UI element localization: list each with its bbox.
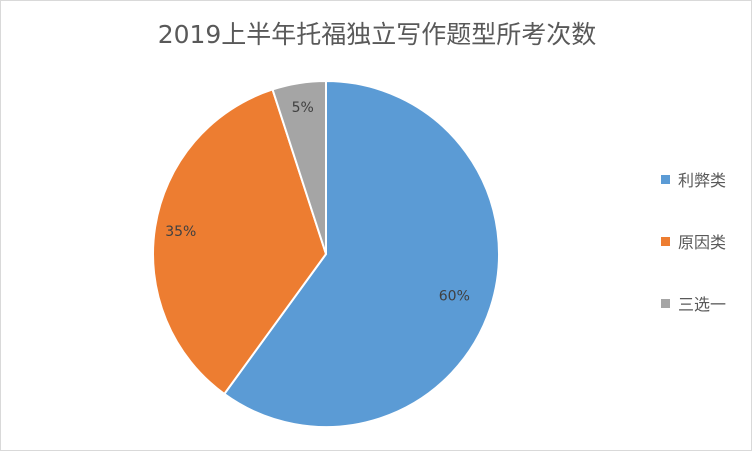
pie-slice-1[interactable]	[152, 88, 328, 396]
pie-slice-2[interactable]	[271, 79, 327, 255]
legend-label-1: 原因类	[678, 233, 727, 252]
legend-item-2[interactable]: 三选一	[661, 291, 726, 315]
legend-item-0[interactable]: 利弊类	[661, 167, 726, 191]
chart-title: 2019上半年托福独立写作题型所考次数	[157, 20, 597, 49]
data-label-1: 35%	[165, 224, 196, 240]
legend-swatch-1	[661, 236, 670, 246]
legend-item-1[interactable]: 原因类	[661, 229, 726, 253]
legend-swatch-0	[661, 174, 670, 184]
legend-label-2: 三选一	[678, 295, 727, 314]
data-label-0: 60%	[439, 289, 470, 305]
legend-swatch-2	[661, 298, 670, 308]
legend: 利弊类 原因类 三选一	[661, 167, 726, 353]
pie-slice-0[interactable]	[222, 79, 500, 428]
legend-label-0: 利弊类	[678, 171, 727, 190]
data-label-2: 5%	[292, 100, 314, 116]
